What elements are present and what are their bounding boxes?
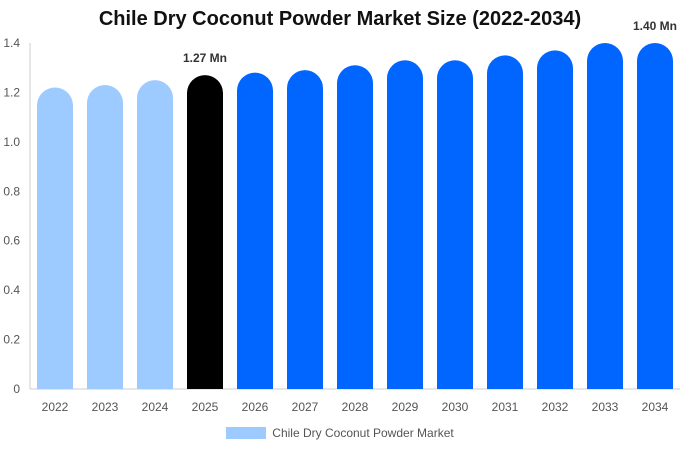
bar-2023 [87,85,123,389]
y-tick-label: 0.8 [3,184,20,198]
x-tick-label: 2031 [492,400,519,414]
x-tick-label: 2029 [392,400,419,414]
y-tick-label: 0.2 [3,333,20,347]
bar-2025 [187,75,223,389]
data-label: 1.27 Mn [183,51,227,65]
bar-2028 [337,65,373,389]
bar-2027 [287,70,323,389]
x-tick-label: 2022 [42,400,69,414]
x-tick-label: 2027 [292,400,319,414]
bar-2022 [37,87,73,389]
bar-2031 [487,55,523,389]
data-label: 1.40 Mn [633,19,677,33]
y-tick-label: 0 [13,382,20,396]
bar-2034 [637,43,673,389]
x-tick-label: 2034 [642,400,669,414]
x-tick-label: 2032 [542,400,569,414]
x-tick-label: 2024 [142,400,169,414]
legend: Chile Dry Coconut Powder Market [0,426,680,440]
bar-2026 [237,72,273,390]
bar-2030 [437,60,473,389]
y-tick-label: 1.2 [3,85,20,99]
x-tick-label: 2025 [192,400,219,414]
chart-title: Chile Dry Coconut Powder Market Size (20… [98,8,582,30]
bar-2032 [537,50,573,390]
x-tick-label: 2028 [342,400,369,414]
x-tick-label: 2026 [242,400,269,414]
bar-2033 [587,43,623,389]
x-tick-label: 2030 [442,400,469,414]
y-tick-label: 0.6 [3,234,20,248]
bar-2029 [387,60,423,389]
legend-label: Chile Dry Coconut Powder Market [272,426,454,440]
x-tick-label: 2023 [92,400,119,414]
y-tick-label: 1.0 [3,135,20,149]
y-tick-label: 0.4 [3,283,20,297]
y-tick-label: 1.4 [3,36,20,50]
x-tick-label: 2033 [592,400,619,414]
bar-2024 [137,80,173,390]
legend-swatch [226,427,267,439]
